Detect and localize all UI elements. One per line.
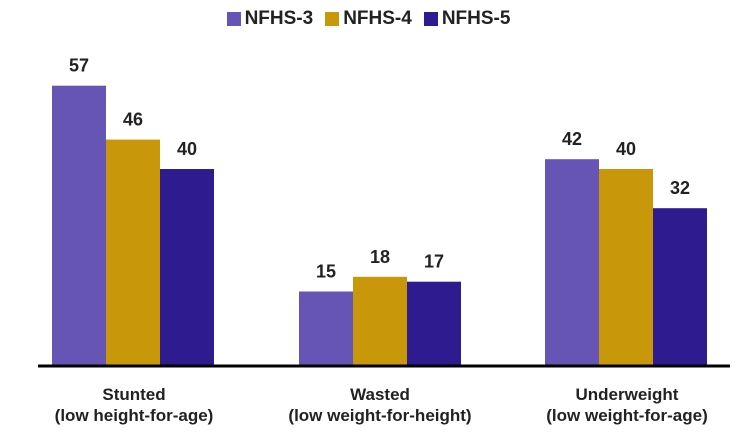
legend-swatch-nfhs3 <box>226 12 241 26</box>
legend-item-nfhs5: NFHS-5 <box>423 8 511 30</box>
bar-stunted-nfhs-4 <box>106 139 160 365</box>
category-label-stunted: Stunted (low height-for-age) <box>14 384 254 426</box>
legend-label-nfhs4: NFHS-4 <box>343 8 412 29</box>
value-label: 40 <box>177 139 197 159</box>
legend: NFHS-3 NFHS-4 NFHS-5 <box>0 8 737 30</box>
value-label: 17 <box>424 252 444 272</box>
bar-stunted-nfhs-5 <box>160 169 214 365</box>
category-label-underweight: Underweight (low weight-for-age) <box>507 384 737 426</box>
value-labels-group: 57 46 40 15 18 17 42 40 32 <box>69 56 690 282</box>
bar-stunted-nfhs-3 <box>52 85 106 365</box>
category-subtitle: (low weight-for-age) <box>546 406 708 425</box>
value-label: 18 <box>370 247 390 267</box>
bar-underweight-nfhs-4 <box>599 169 653 365</box>
value-label: 40 <box>616 139 636 159</box>
value-label: 42 <box>562 129 582 149</box>
category-name: Stunted <box>102 385 166 404</box>
bars-group <box>52 85 707 365</box>
legend-swatch-nfhs4 <box>325 12 340 26</box>
legend-label-nfhs5: NFHS-5 <box>441 8 511 29</box>
category-label-wasted: Wasted (low weight-for-height) <box>260 384 500 426</box>
value-label: 15 <box>316 262 336 282</box>
bar-wasted-nfhs-3 <box>299 291 353 365</box>
bar-underweight-nfhs-5 <box>653 208 707 365</box>
category-subtitle: (low weight-for-height) <box>288 406 472 425</box>
legend-swatch-nfhs5 <box>423 12 438 26</box>
bar-underweight-nfhs-3 <box>545 159 599 365</box>
value-label: 32 <box>670 178 690 198</box>
category-subtitle: (low height-for-age) <box>54 406 214 425</box>
legend-item-nfhs4: NFHS-4 <box>325 8 412 30</box>
legend-item-nfhs3: NFHS-3 <box>226 8 314 30</box>
category-name: Wasted <box>350 385 410 404</box>
bar-wasted-nfhs-5 <box>407 281 461 365</box>
category-name: Underweight <box>575 385 679 404</box>
bar-wasted-nfhs-4 <box>353 276 407 365</box>
legend-label-nfhs3: NFHS-3 <box>244 8 314 29</box>
value-label: 57 <box>69 56 89 76</box>
value-label: 46 <box>123 110 143 130</box>
